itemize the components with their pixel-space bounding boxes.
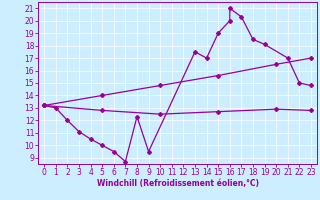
X-axis label: Windchill (Refroidissement éolien,°C): Windchill (Refroidissement éolien,°C) (97, 179, 259, 188)
